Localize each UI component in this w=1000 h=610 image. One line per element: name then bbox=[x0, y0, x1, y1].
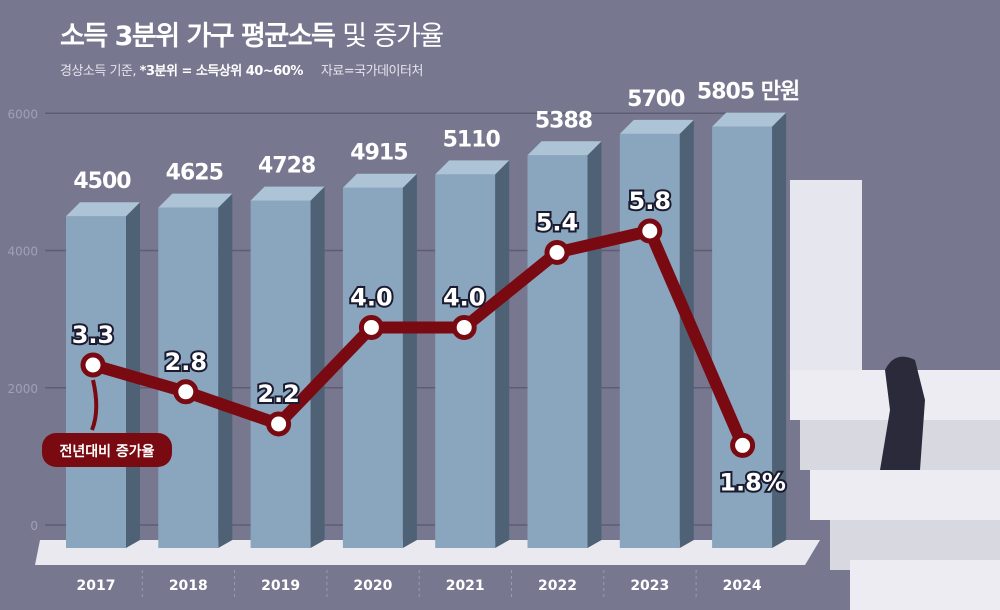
bar-value-label: 4625 bbox=[166, 161, 223, 186]
growth-rate-label: 5.8 bbox=[629, 187, 672, 215]
x-tick-label: 2021 bbox=[446, 578, 485, 594]
growth-rate-label: 5.4 bbox=[536, 208, 579, 236]
growth-rate-point bbox=[173, 379, 199, 405]
y-tick-label: 2000 bbox=[7, 382, 38, 396]
chart-base-platform bbox=[35, 540, 820, 565]
bar-top bbox=[66, 202, 140, 217]
x-tick-label: 2019 bbox=[261, 578, 300, 594]
legend-label: 전년대비 증가율 bbox=[59, 443, 154, 460]
bar-side bbox=[218, 193, 233, 548]
bar-front bbox=[250, 200, 311, 548]
stair-step bbox=[810, 470, 1000, 520]
bar-2023 bbox=[619, 119, 694, 548]
legend-pointer bbox=[90, 379, 99, 431]
bar-top bbox=[342, 173, 417, 188]
bar-value-label: 5805 만원 bbox=[697, 80, 799, 105]
growth-rate-label: 2.8 bbox=[165, 348, 208, 376]
growth-rate-label: 2.2 bbox=[257, 380, 300, 408]
bar-front bbox=[619, 133, 680, 548]
bar-value-label: 5110 bbox=[443, 127, 501, 152]
bar-front bbox=[435, 174, 496, 548]
bar-top bbox=[435, 160, 510, 175]
y-tick-label: 4000 bbox=[7, 245, 38, 259]
growth-rate-line bbox=[91, 225, 749, 448]
title-bold: 소득 3분위 가구 평균소득 bbox=[60, 21, 336, 52]
bar-side bbox=[402, 173, 417, 548]
door bbox=[790, 180, 862, 370]
x-tick-label: 2017 bbox=[77, 578, 116, 594]
bar-top bbox=[619, 119, 694, 134]
bar-2021 bbox=[435, 160, 510, 548]
bar-value-label: 4728 bbox=[258, 154, 315, 179]
bar-side bbox=[495, 160, 510, 548]
subtitle-note: 경상소득 기준, bbox=[60, 64, 137, 79]
chart-subtitle: 경상소득 기준, *3분위 = 소득상위 40~60% 자료=국가데이터처 bbox=[60, 60, 423, 79]
bar-2022 bbox=[527, 141, 602, 548]
title-light: 및 증가율 bbox=[342, 21, 444, 52]
bar-side bbox=[310, 186, 325, 548]
bar-value-label: 4500 bbox=[73, 169, 131, 194]
x-tick-label: 2023 bbox=[630, 578, 669, 594]
bar-front bbox=[342, 187, 403, 548]
bar-front bbox=[527, 155, 588, 548]
y-tick-label: 6000 bbox=[7, 107, 38, 121]
bar-front bbox=[712, 126, 773, 549]
subtitle-definition: *3분위 = 소득상위 40~60% bbox=[139, 64, 304, 79]
bar-side bbox=[772, 112, 787, 549]
bar-2018 bbox=[158, 193, 233, 548]
growth-rate-point bbox=[730, 432, 756, 458]
growth-rate-point bbox=[80, 352, 106, 378]
x-tick-label: 2022 bbox=[538, 578, 577, 594]
growth-rate-point bbox=[544, 239, 570, 265]
bar-side bbox=[587, 141, 602, 548]
bar-side bbox=[679, 119, 694, 548]
subtitle-source: 자료=국가데이터처 bbox=[320, 64, 424, 79]
bar-2020 bbox=[342, 173, 417, 548]
bar-2019 bbox=[250, 186, 325, 548]
x-tick-label: 2024 bbox=[723, 578, 762, 594]
chart-title: 소득 3분위 가구 평균소득 및 증가율 bbox=[60, 14, 444, 53]
y-tick-label: 0 bbox=[30, 519, 38, 533]
person-silhouette bbox=[880, 356, 925, 470]
growth-rate-point bbox=[358, 314, 384, 340]
growth-rate-label: 4.0 bbox=[350, 283, 393, 311]
growth-rate-point bbox=[637, 218, 663, 244]
bar-top bbox=[527, 141, 602, 156]
growth-rate-point bbox=[266, 411, 292, 437]
growth-rate-label: 1.8% bbox=[719, 468, 786, 496]
legend-badge bbox=[42, 433, 172, 467]
bar-front bbox=[158, 207, 219, 548]
bar-top bbox=[250, 186, 325, 201]
bar-value-label: 5388 bbox=[535, 108, 592, 133]
x-tick-label: 2018 bbox=[169, 578, 208, 594]
bar-front bbox=[66, 216, 126, 548]
bar-2024 bbox=[712, 112, 787, 549]
bar-top bbox=[158, 193, 233, 208]
bar-value-label: 4915 bbox=[350, 141, 407, 166]
growth-rate-label: 3.3 bbox=[72, 321, 115, 349]
growth-rate-label: 4.0 bbox=[443, 283, 486, 311]
growth-rate-point bbox=[451, 314, 477, 340]
stair-step bbox=[850, 560, 1000, 610]
x-tick-label: 2020 bbox=[353, 578, 392, 594]
bar-value-label: 5700 bbox=[627, 87, 685, 112]
bar-top bbox=[712, 112, 787, 127]
